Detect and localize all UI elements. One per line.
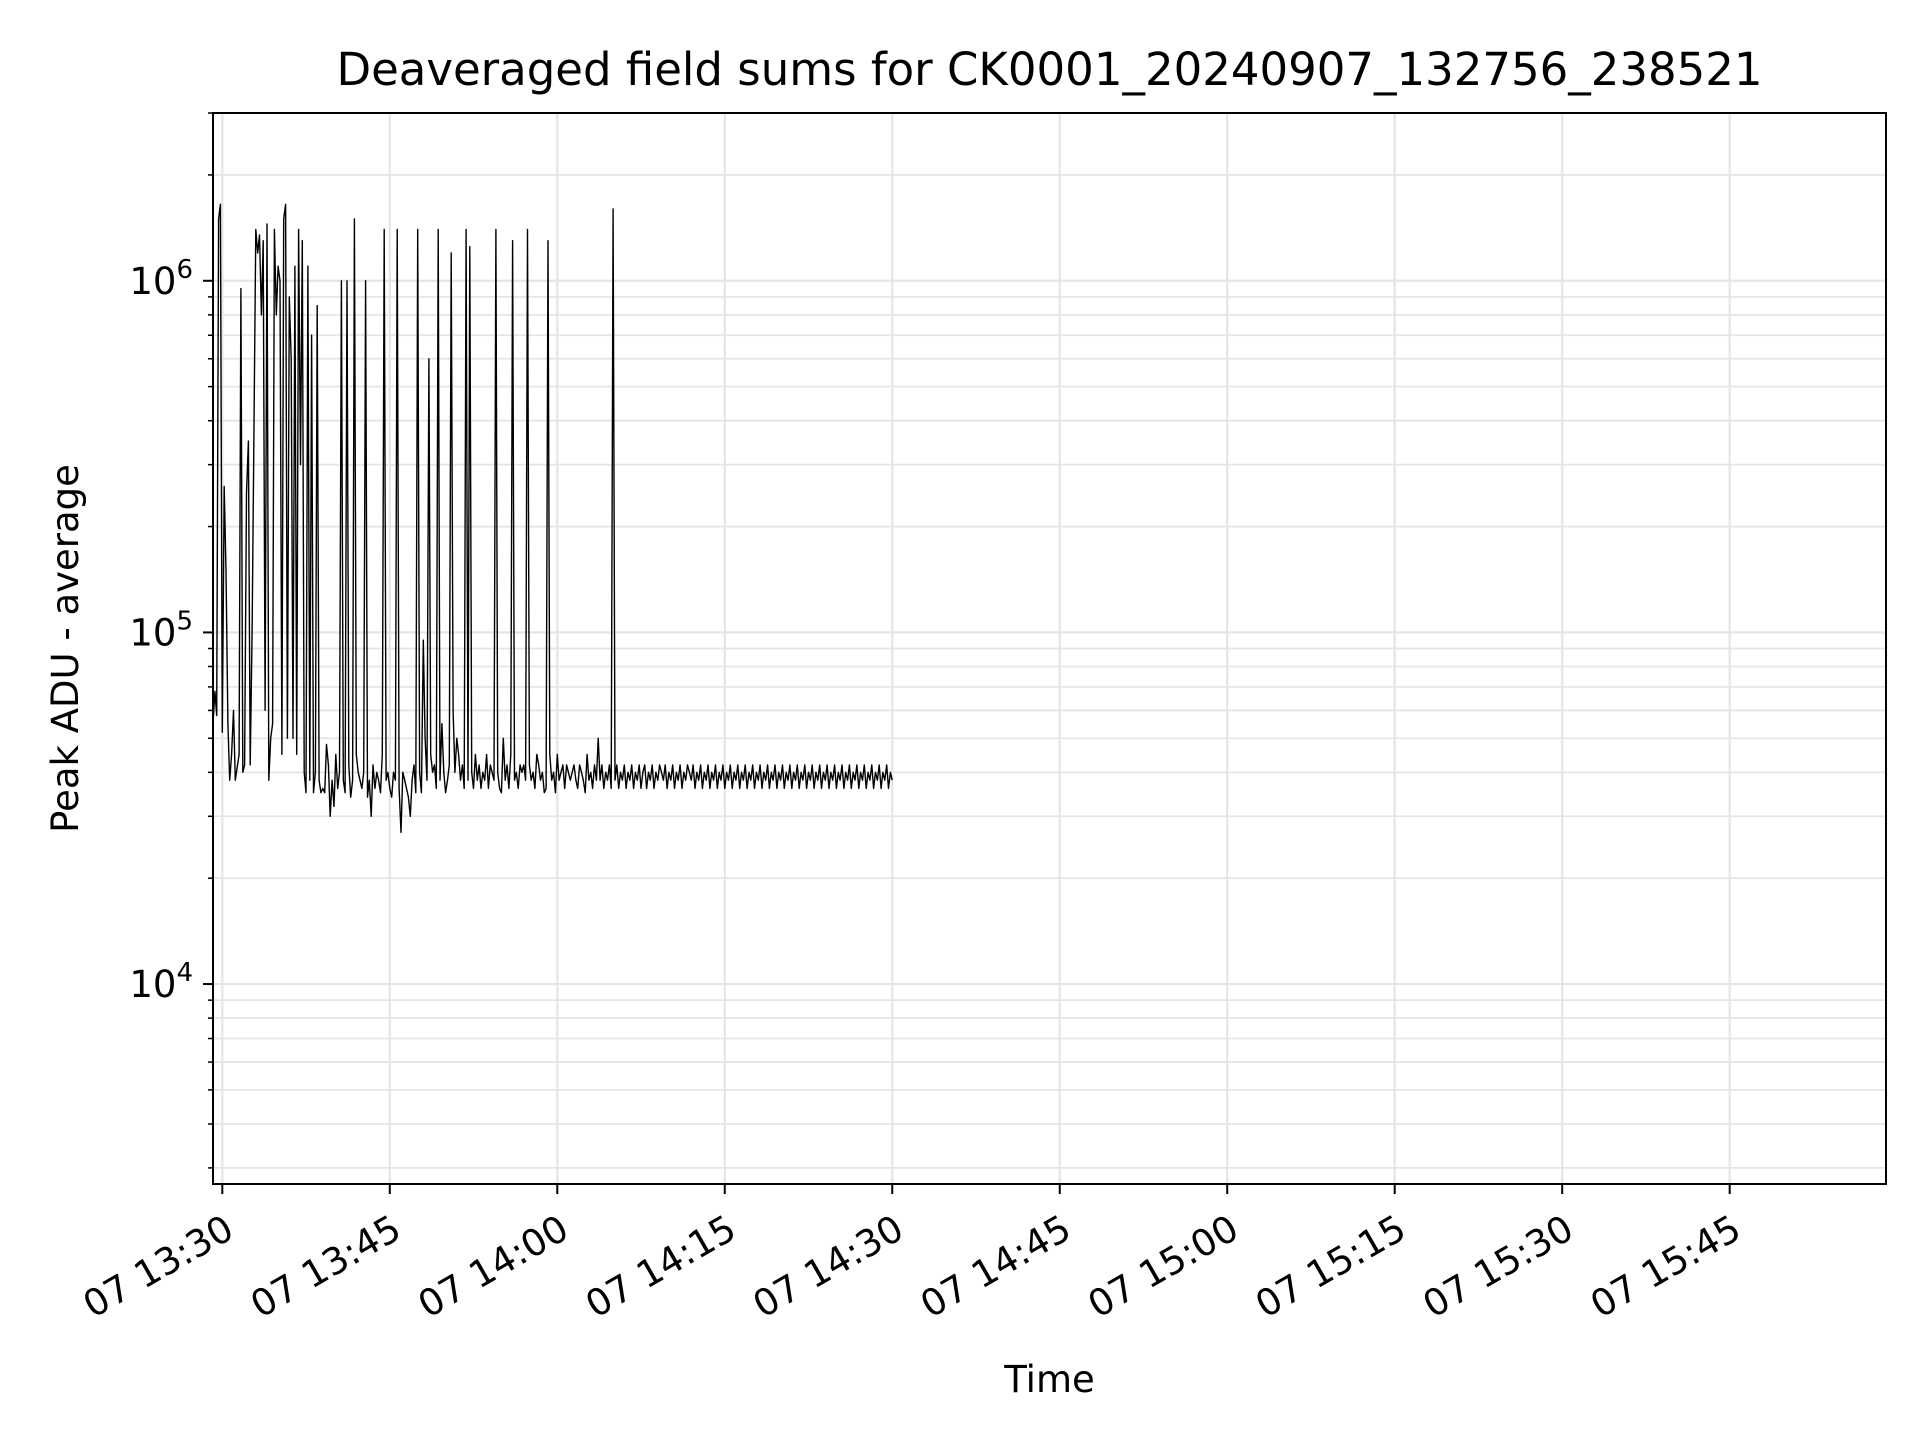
y-tick-label: 105 (129, 606, 193, 654)
grid (213, 112, 1886, 1184)
x-axis-label: Time (1003, 1358, 1095, 1401)
series-line (212, 203, 893, 834)
y-tick-label: 104 (129, 958, 193, 1006)
chart-title: Deaveraged field sums for CK0001_2024090… (336, 43, 1762, 96)
y-axis-label: Peak ADU - average (44, 464, 87, 833)
y-tick-label: 106 (129, 255, 193, 303)
series-layer (212, 203, 893, 834)
